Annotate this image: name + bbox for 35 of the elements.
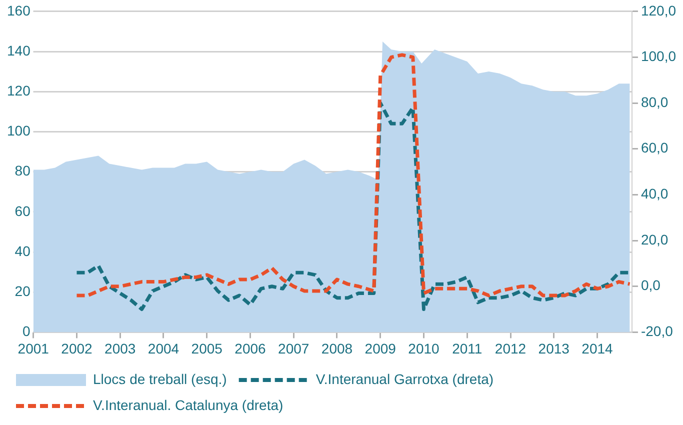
- x-tick-label: 2002: [61, 340, 93, 356]
- x-tick-label: 2006: [234, 340, 266, 356]
- y-tick-label: 140: [7, 42, 31, 58]
- y2-tick-label: 0,0: [640, 277, 661, 294]
- y-tick-label: 60: [14, 202, 31, 219]
- y2-tick-label: 60,0: [640, 140, 668, 156]
- x-tick-label: 2003: [104, 340, 136, 356]
- y-tick-label: 0: [22, 323, 31, 340]
- legend-label: V.Interanual Garrotxa (dreta): [316, 370, 494, 387]
- x-tick-label: 2011: [452, 340, 482, 356]
- x-tick-label: 2013: [538, 340, 570, 356]
- x-tick-label: 2012: [494, 340, 526, 356]
- x-tick-label: 2008: [321, 340, 353, 356]
- legend-label: V.Interanual. Catalunya (dreta): [93, 396, 284, 413]
- x-tick-label: 2009: [364, 340, 396, 356]
- y-tick-label: 80: [14, 162, 31, 179]
- line-series: [74, 53, 632, 298]
- y2-tick-label: 80,0: [640, 94, 668, 110]
- y-tick-label: 40: [14, 242, 31, 259]
- y2-tick-label: -20,0: [640, 323, 674, 340]
- x-tick-label: 2014: [582, 340, 614, 356]
- y-tick-label: 100: [7, 122, 31, 139]
- legend-label: Llocs de treball (esq.): [93, 370, 227, 387]
- x-tick-label: 2001: [18, 340, 50, 356]
- y2-tick-label: 40,0: [640, 186, 668, 202]
- y-tick-label: 20: [14, 282, 31, 299]
- y-tick-label: 160: [7, 2, 31, 18]
- x-tick-label: 2010: [408, 340, 440, 356]
- x-tick-label: 2004: [148, 340, 180, 356]
- x-tick-label: 2005: [191, 340, 223, 356]
- y2-tick-label: 100,0: [640, 48, 676, 64]
- y2-tick-label: 20,0: [640, 231, 668, 248]
- y-tick-label: 120: [7, 82, 31, 98]
- x-tick-label: 2007: [278, 340, 310, 356]
- y2-tick-label: 120,0: [640, 2, 676, 18]
